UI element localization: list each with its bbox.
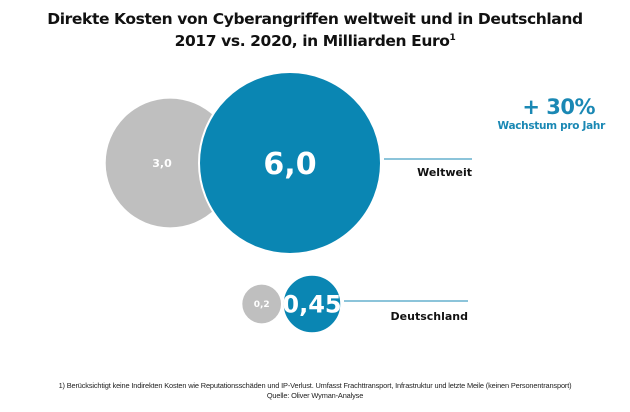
bubble-weltweit-2017 (105, 98, 235, 228)
chart-title-line1: Direkte Kosten von Cyberangriffen weltwe… (47, 10, 583, 28)
label-weltweit-2017: 3,0 (152, 157, 172, 170)
bubble-deutschland-2017 (242, 284, 281, 324)
footnote-marker: 1 (449, 32, 456, 43)
bubble-weltweit-2020 (198, 71, 382, 255)
growth-annotation: + 30% Wachstum pro Jahr (480, 95, 620, 133)
chart-title: Direkte Kosten von Cyberangriffen weltwe… (0, 8, 630, 52)
label-deutschland-2017: 0,2 (254, 300, 270, 310)
group-label-weltweit: Weltweit (417, 166, 472, 179)
source-text: Quelle: Oliver Wyman-Analyse (266, 391, 364, 400)
chart-title-line2-text: 2017 vs. 2020, in Milliarden Euro (174, 32, 450, 50)
label-weltweit-2020: 6,0 (263, 147, 316, 182)
bubble-deutschland-2020 (282, 274, 342, 334)
growth-value: + 30% (522, 95, 595, 119)
growth-label: Wachstum pro Jahr (497, 120, 606, 132)
label-deutschland-2020: 0,45 (282, 291, 341, 319)
footnote: 1) Berücksichtigt keine Indirekten Koste… (0, 381, 630, 401)
footnote-text: 1) Berücksichtigt keine Indirekten Koste… (58, 381, 572, 390)
group-label-deutschland: Deutschland (391, 310, 468, 323)
chart-title-line2: 2017 vs. 2020, in Milliarden Euro1 (0, 30, 630, 52)
